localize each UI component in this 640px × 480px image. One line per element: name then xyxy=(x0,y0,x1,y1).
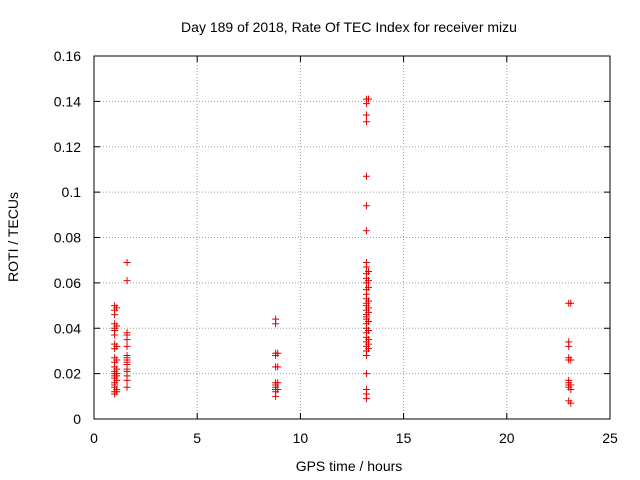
data-point xyxy=(365,283,373,291)
data-point xyxy=(365,297,373,305)
y-tick-label: 0 xyxy=(73,411,81,427)
data-point xyxy=(123,383,131,391)
y-tick-label: 0.12 xyxy=(54,139,81,155)
data-point xyxy=(362,202,370,210)
data-point xyxy=(272,320,280,328)
data-point xyxy=(365,308,373,316)
data-point xyxy=(123,376,131,384)
y-tick-label: 0.06 xyxy=(54,275,81,291)
data-point xyxy=(362,263,370,271)
x-tick-label: 5 xyxy=(193,430,201,446)
data-point xyxy=(362,370,370,378)
data-point xyxy=(111,311,119,319)
data-point xyxy=(362,395,370,403)
data-points xyxy=(111,95,575,407)
x-tick-label: 25 xyxy=(602,430,618,446)
data-point xyxy=(111,331,119,339)
data-point xyxy=(362,100,370,108)
data-point xyxy=(123,258,131,266)
data-point xyxy=(113,388,121,396)
data-point xyxy=(362,227,370,235)
data-point xyxy=(123,277,131,285)
chart-title: Day 189 of 2018, Rate Of TEC Index for r… xyxy=(181,19,517,35)
y-tick-label: 0.16 xyxy=(54,48,81,64)
y-axis-label: ROTI / TECUs xyxy=(5,192,21,282)
data-point xyxy=(113,342,121,350)
data-point xyxy=(113,322,121,330)
data-point xyxy=(113,376,121,384)
data-point xyxy=(272,392,280,400)
data-point xyxy=(113,356,121,364)
data-point xyxy=(274,386,282,394)
tick-labels: 0 5 10 15 20 25 0 0.02 0.04 0.06 0.08 0.1 0.12 0.14 0.… xyxy=(54,48,618,446)
y-tick-label: 0.02 xyxy=(54,366,81,382)
data-point xyxy=(565,342,573,350)
x-tick-label: 20 xyxy=(499,430,515,446)
data-point xyxy=(113,304,121,312)
data-point xyxy=(365,268,373,276)
x-tick-label: 0 xyxy=(90,430,98,446)
y-tick-label: 0.04 xyxy=(54,320,81,336)
data-point xyxy=(362,351,370,359)
data-point xyxy=(365,327,373,335)
x-tick-label: 15 xyxy=(396,430,412,446)
data-point xyxy=(274,349,282,357)
data-point xyxy=(567,399,575,407)
data-point xyxy=(567,299,575,307)
x-tick-label: 10 xyxy=(293,430,309,446)
data-point xyxy=(365,277,373,285)
data-point xyxy=(274,379,282,387)
y-tick-label: 0.08 xyxy=(54,230,81,246)
data-point xyxy=(362,111,370,119)
y-tick-label: 0.1 xyxy=(62,184,82,200)
y-tick-label: 0.14 xyxy=(54,93,81,109)
x-axis-label: GPS time / hours xyxy=(296,458,403,474)
data-point xyxy=(365,345,373,353)
data-point xyxy=(365,95,373,103)
data-point xyxy=(362,172,370,180)
data-point xyxy=(274,363,282,371)
plot-frame xyxy=(93,55,611,420)
data-point xyxy=(123,336,131,344)
grid-lines xyxy=(94,56,610,419)
data-point xyxy=(567,386,575,394)
data-point xyxy=(362,118,370,126)
data-point xyxy=(567,356,575,364)
data-point xyxy=(365,317,373,325)
data-point xyxy=(123,342,131,350)
